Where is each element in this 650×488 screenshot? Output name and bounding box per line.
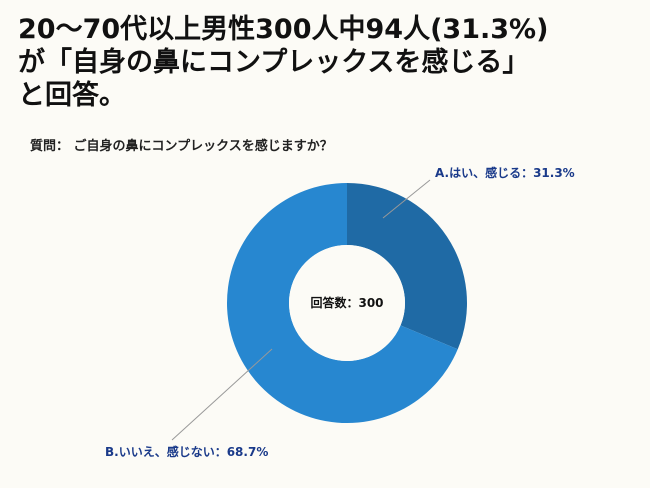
donut-slice <box>347 183 467 350</box>
donut-hole <box>289 245 405 361</box>
data-label: A.はい、感じる：31.3% <box>435 165 575 180</box>
donut <box>227 183 467 423</box>
data-label: B.いいえ、感じない：68.7% <box>105 444 268 459</box>
donut-slice <box>227 183 458 423</box>
leader-line <box>171 348 273 441</box>
leader-line <box>382 179 431 219</box>
center-label: 回答数：300 <box>310 295 383 310</box>
chart-title: 20〜70代以上男性300人中94人(31.3%) <box>18 14 548 45</box>
chart-title: と回答。 <box>18 79 126 111</box>
subtitle: 質問： ご自身の鼻にコンプレックスを感じますか？ <box>30 138 333 154</box>
chart-title: が「自身の鼻にコンプレックスを感じる」 <box>18 46 529 78</box>
